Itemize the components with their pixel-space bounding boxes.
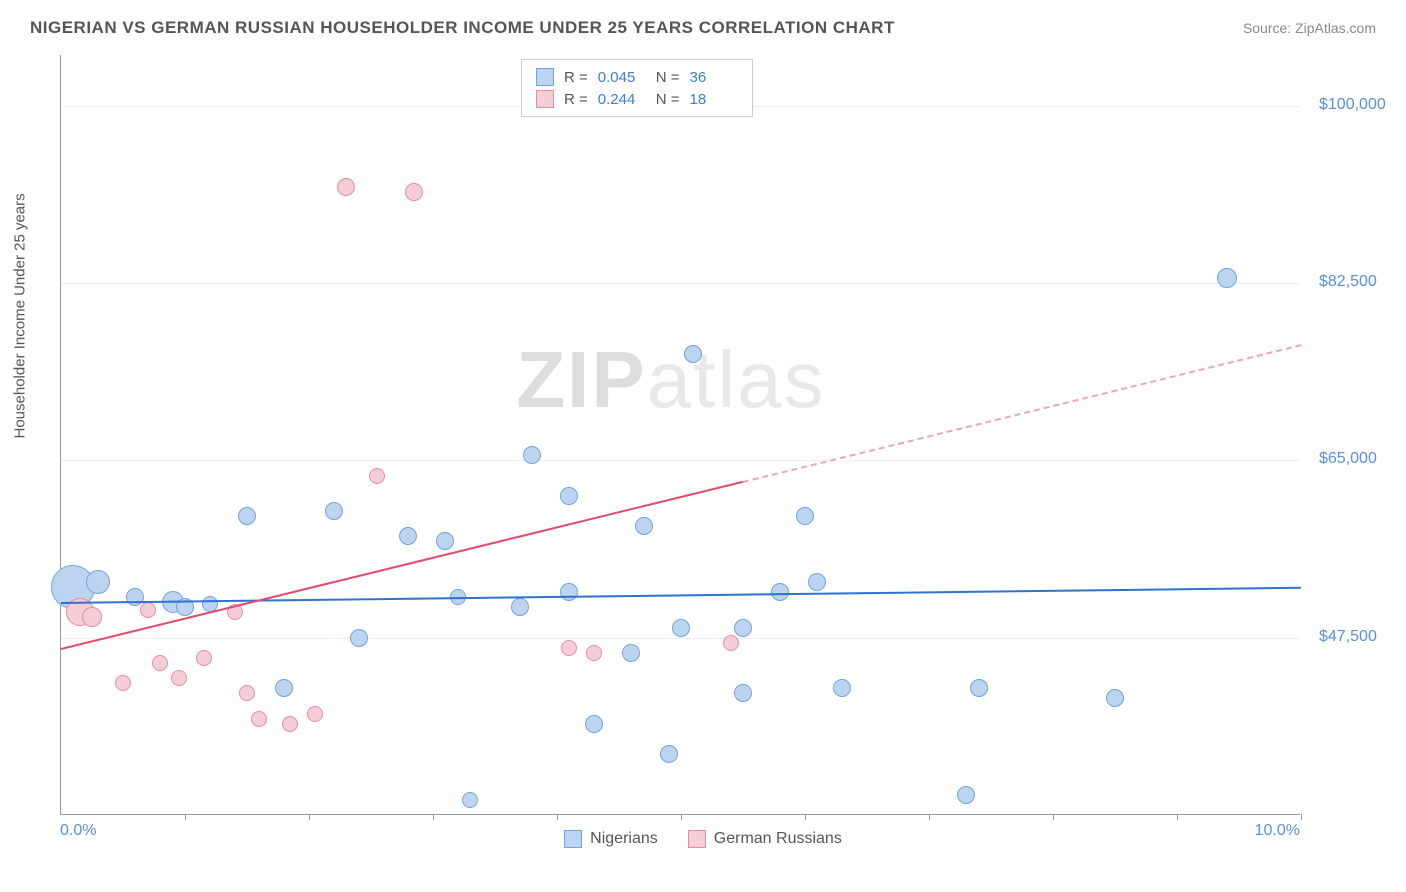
data-point [723,635,739,651]
y-tick-label: $100,000 [1319,96,1386,114]
data-point [399,527,417,545]
y-tick-label: $47,500 [1319,628,1377,646]
data-point [238,507,256,525]
data-point [115,675,131,691]
x-tick [433,814,434,820]
data-point [350,629,368,647]
data-point [808,573,826,591]
data-point [970,679,988,697]
data-point [561,640,577,656]
x-tick [805,814,806,820]
data-point [86,570,110,594]
data-point [523,446,541,464]
y-axis-title: Householder Income Under 25 years [12,193,29,438]
source-name: ZipAtlas.com [1295,20,1376,36]
legend-label-nigerians: Nigerians [590,830,658,848]
stats-legend: R = 0.045 N = 36 R = 0.244 N = 18 [521,59,753,117]
legend-item-german-russians: German Russians [688,830,842,848]
data-point [171,670,187,686]
r-value: 0.244 [598,91,646,108]
n-label: N = [656,91,680,108]
data-point [586,645,602,661]
data-point [1217,268,1237,288]
data-point [734,684,752,702]
gridline [61,638,1300,639]
data-point [585,715,603,733]
x-tick [681,814,682,820]
n-value: 36 [690,69,738,86]
r-label: R = [564,69,588,86]
source-label: Source: [1243,20,1295,36]
data-point [622,644,640,662]
data-point [140,602,156,618]
chart-title: NIGERIAN VS GERMAN RUSSIAN HOUSEHOLDER I… [30,18,895,38]
data-point [405,183,423,201]
data-point [196,650,212,666]
data-point [734,619,752,637]
data-point [796,507,814,525]
x-tick [1301,814,1302,820]
chart-plot-area: $47,500$65,000$82,500$100,000ZIPatlasR =… [60,55,1300,815]
data-point [337,178,355,196]
data-point [684,345,702,363]
y-tick-label: $82,500 [1319,273,1377,291]
data-point [462,792,478,808]
swatch-icon [536,68,554,86]
data-point [771,583,789,601]
source-attribution: Source: ZipAtlas.com [1243,20,1376,36]
data-point [957,786,975,804]
data-point [660,745,678,763]
data-point [635,517,653,535]
y-tick-label: $65,000 [1319,450,1377,468]
data-point [251,711,267,727]
stats-legend-row: R = 0.045 N = 36 [536,66,738,88]
data-point [82,607,102,627]
x-tick [557,814,558,820]
data-point [1106,689,1124,707]
swatch-icon [536,90,554,108]
trend-line [61,481,743,650]
data-point [325,502,343,520]
swatch-nigerians-icon [564,830,582,848]
data-point [152,655,168,671]
legend-label-german-russians: German Russians [714,830,842,848]
stats-legend-row: R = 0.244 N = 18 [536,88,738,110]
data-point [239,685,255,701]
swatch-german-russians-icon [688,830,706,848]
gridline [61,283,1300,284]
data-point [369,468,385,484]
n-value: 18 [690,91,738,108]
watermark: ZIPatlas [516,334,825,426]
data-point [672,619,690,637]
gridline [61,460,1300,461]
data-point [282,716,298,732]
bottom-legend: Nigerians German Russians [0,830,1406,848]
r-value: 0.045 [598,69,646,86]
data-point [275,679,293,697]
n-label: N = [656,69,680,86]
data-point [511,598,529,616]
data-point [560,583,578,601]
trend-line [743,344,1301,483]
x-tick [309,814,310,820]
r-label: R = [564,91,588,108]
legend-item-nigerians: Nigerians [564,830,658,848]
x-tick [1053,814,1054,820]
data-point [436,532,454,550]
data-point [307,706,323,722]
x-tick [929,814,930,820]
x-tick [1177,814,1178,820]
data-point [560,487,578,505]
data-point [833,679,851,697]
header-bar: NIGERIAN VS GERMAN RUSSIAN HOUSEHOLDER I… [0,0,1406,38]
x-tick [185,814,186,820]
